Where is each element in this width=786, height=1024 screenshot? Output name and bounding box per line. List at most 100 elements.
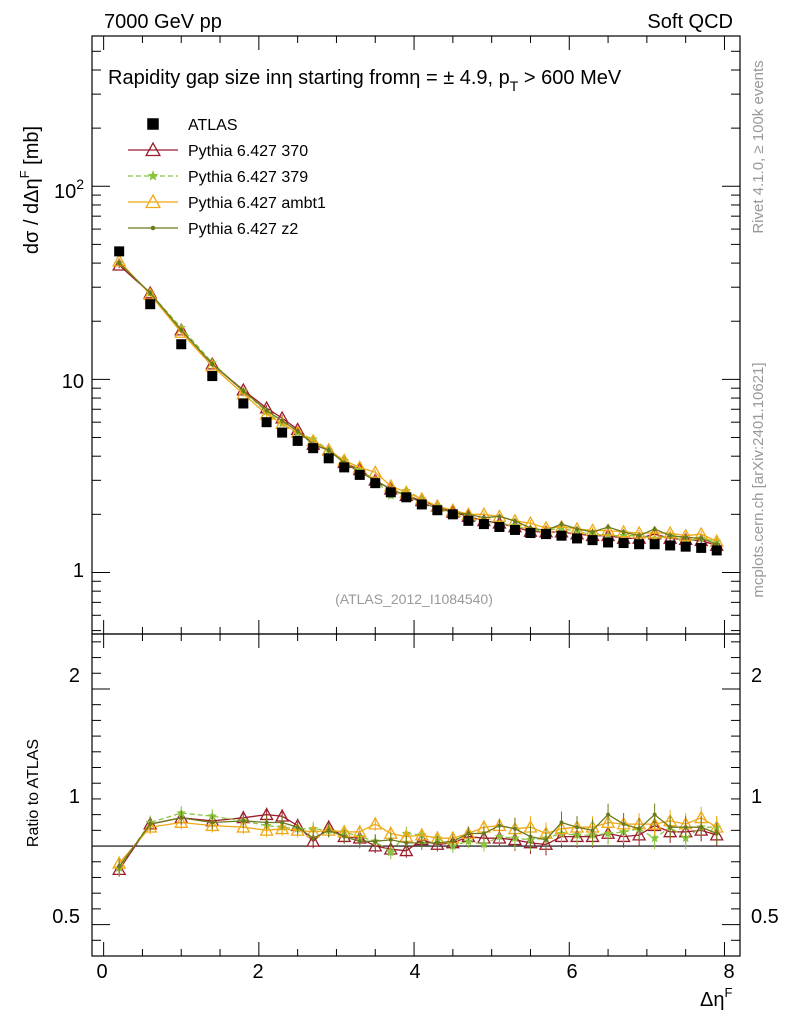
legend-marker-z2 [150, 225, 156, 231]
ratio-point-z2 [373, 839, 378, 844]
ratio-point-ambt1 [259, 823, 274, 836]
ratio-point-z2 [481, 831, 486, 836]
ratio-point-z2 [148, 822, 153, 827]
ratio-point-p379 [649, 833, 660, 843]
x-tick-label-8: 8 [723, 961, 734, 983]
main-point-atlas [540, 529, 551, 540]
ratio-point-p370 [632, 827, 647, 841]
main-point-z2 [241, 389, 246, 394]
y-tick-label-100-exponent: 2 [76, 176, 84, 192]
x-tick-label-0: 0 [96, 961, 107, 983]
main-axis-ticks [92, 35, 740, 634]
main-point-z2 [559, 522, 564, 527]
legend-marker-p379 [147, 170, 159, 181]
rivet-version-label: Rivet 4.1.0, ≥ 100k events [750, 60, 767, 233]
mcplots-label: mcplots.cern.ch [arXiv:2401.10621] [750, 362, 767, 597]
ratio-point-ambt1 [368, 816, 383, 830]
main-point-atlas [649, 539, 660, 550]
title-part-2: starting from [293, 67, 410, 89]
title-part-5: ± [443, 67, 454, 89]
main-point-z2 [497, 514, 502, 519]
ratio-point-ambt1 [554, 821, 569, 835]
main-point-z2 [621, 529, 626, 534]
legend-label-p379: Pythia 6.427 379 [188, 169, 308, 186]
ratio-series-p370 [112, 807, 724, 877]
ratio-point-ambt1 [143, 819, 158, 833]
ratio-point-p370 [399, 843, 414, 857]
main-point-atlas [680, 541, 691, 552]
ratio-point-z2 [311, 836, 316, 841]
main-point-z2 [714, 542, 719, 547]
main-point-p379 [618, 530, 629, 540]
title-part-6: 4.9, p [454, 67, 510, 89]
ratio-series-group [112, 803, 724, 877]
ratio-point-z2 [714, 831, 719, 836]
ratio-point-z2 [179, 815, 184, 820]
ratio-point-z2 [280, 820, 285, 825]
legend: ATLAS Pythia 6.427 370 Pythia 6.427 379 … [128, 117, 326, 238]
ratio-point-z2 [326, 828, 331, 833]
main-point-atlas [339, 462, 350, 473]
main-point-atlas [385, 487, 396, 498]
legend-label-ambt1: Pythia 6.427 ambt1 [188, 195, 326, 212]
legend-label-p370: Pythia 6.427 370 [188, 143, 308, 160]
ratio-y-tick-label-right-0.5: 0.5 [751, 906, 779, 928]
y-tick-label-1: 1 [73, 560, 84, 582]
ratio-point-z2 [264, 820, 269, 825]
ratio-y-tick-label-1: 1 [69, 786, 80, 808]
main-point-ambt1 [368, 464, 383, 478]
main-point-atlas [416, 499, 427, 510]
legend-marker-p370 [144, 141, 162, 157]
main-point-atlas [176, 339, 187, 350]
main-point-atlas [447, 509, 458, 520]
main-point-z2 [481, 515, 486, 520]
legend-label-z2: Pythia 6.427 z2 [188, 221, 298, 238]
legend-label-atlas: ATLAS [188, 117, 238, 134]
main-point-atlas [711, 545, 722, 556]
main-point-z2 [512, 518, 517, 523]
main-point-atlas [145, 299, 156, 310]
main-point-z2 [637, 533, 642, 538]
y-axis-title: dσ / dΔηF [mb] [17, 126, 43, 254]
main-point-z2 [280, 418, 285, 423]
ratio-y-tick-label-right-2: 2 [751, 665, 762, 687]
ratio-point-z2 [388, 837, 393, 842]
main-point-atlas [261, 417, 272, 428]
ratio-point-z2 [543, 837, 548, 842]
title-part-8: > 600 MeV [518, 67, 622, 89]
ratio-point-ambt1 [647, 816, 662, 830]
main-point-z2 [326, 448, 331, 453]
main-point-atlas [354, 469, 365, 480]
main-point-ambt1 [678, 528, 693, 542]
ratio-point-p379 [386, 847, 396, 857]
svg-text:102: 102 [54, 176, 84, 203]
main-point-ambt1 [205, 358, 220, 372]
energy-label: 7000 GeV pp [104, 11, 222, 33]
ratio-point-z2 [559, 820, 564, 825]
title-part-0: Rapidity gap size in [108, 67, 281, 89]
main-point-atlas [618, 538, 629, 549]
ratio-point-z2 [512, 826, 517, 831]
main-point-ambt1 [492, 509, 507, 522]
ratio-point-z2 [621, 822, 626, 827]
x-axis-title: ΔηF [700, 985, 732, 1011]
main-point-atlas [603, 537, 614, 548]
main-series-atlas [114, 246, 722, 556]
analysis-id-label: (ATLAS_2012_I1084540) [335, 591, 493, 607]
ratio-point-p370 [368, 838, 383, 852]
ratio-point-z2 [342, 834, 347, 839]
ratio-point-z2 [404, 840, 409, 845]
ratio-y-tick-label-right-1: 1 [751, 786, 762, 808]
y-tick-label-100: 102 [54, 176, 84, 203]
main-point-ambt1 [174, 325, 189, 338]
main-point-atlas [114, 246, 125, 257]
ratio-point-ambt1 [275, 821, 290, 835]
main-point-atlas [308, 443, 319, 454]
main-point-z2 [466, 512, 471, 517]
main-point-z2 [295, 429, 300, 434]
main-point-z2 [652, 526, 657, 531]
ratio-point-z2 [590, 828, 595, 833]
x-tick-label-2: 2 [252, 961, 263, 983]
ratio-point-z2 [295, 825, 300, 830]
